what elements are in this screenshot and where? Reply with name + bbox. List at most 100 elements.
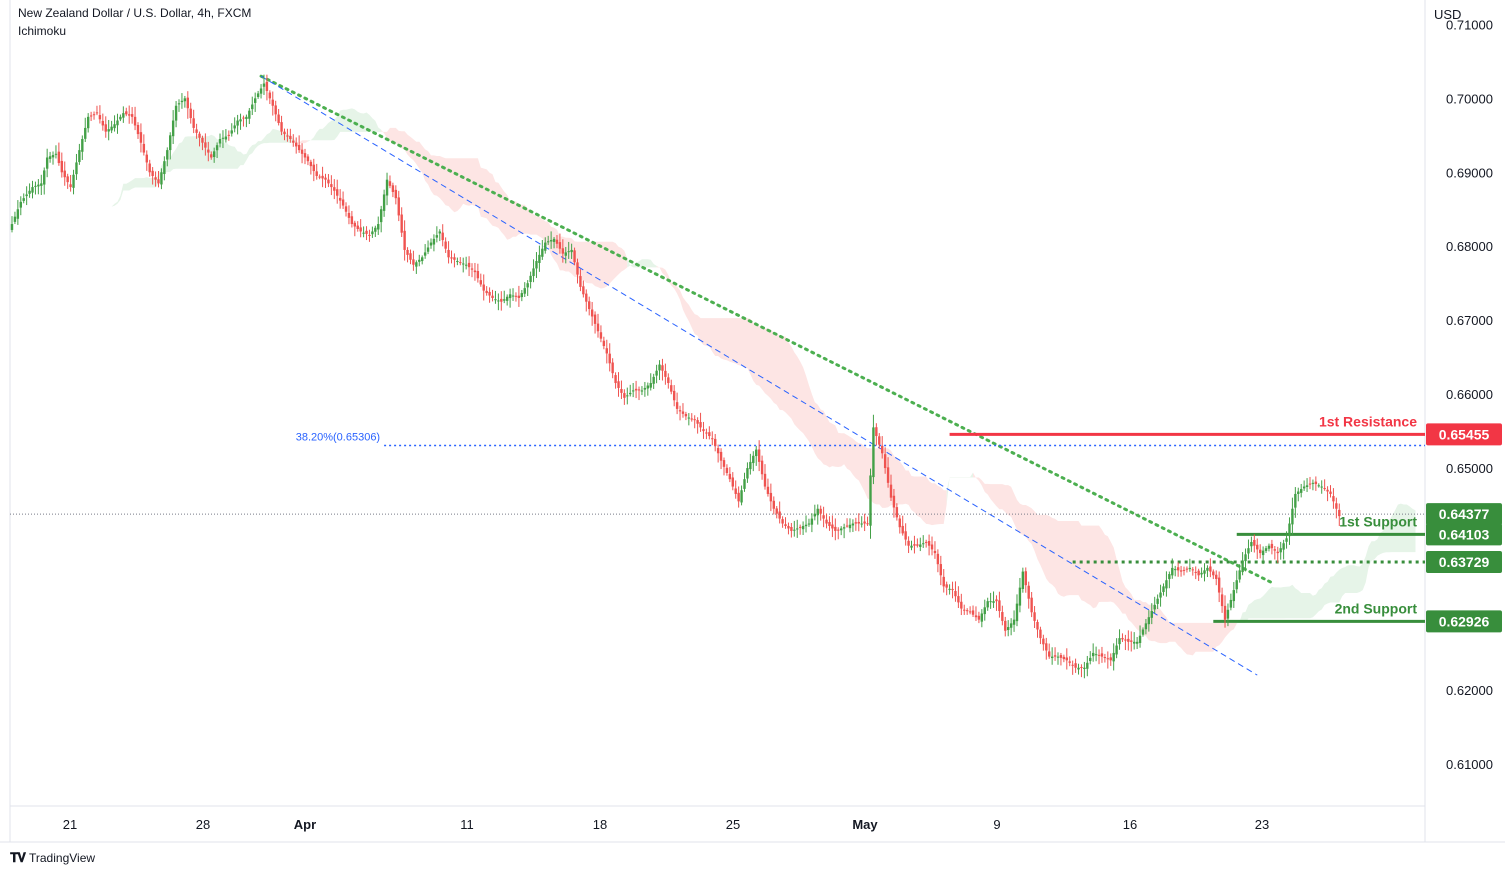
candle-body bbox=[813, 513, 817, 517]
candle-down bbox=[1080, 664, 1083, 678]
candle-body bbox=[532, 268, 535, 277]
candle-up bbox=[215, 142, 219, 159]
time-axis[interactable]: 21 28 Apr 11 18 25 May 9 16 23 bbox=[63, 817, 1269, 832]
candle-body bbox=[295, 142, 298, 147]
candle-body bbox=[174, 105, 178, 121]
time-tick-label: 28 bbox=[196, 817, 210, 832]
price-tick-label: 0.68000 bbox=[1446, 239, 1493, 254]
candle-body bbox=[1135, 641, 1139, 644]
candle-up bbox=[377, 216, 380, 235]
candle-up bbox=[796, 519, 799, 538]
candle-body bbox=[599, 332, 603, 339]
candle-body bbox=[667, 377, 670, 384]
candle-body bbox=[89, 115, 93, 117]
candle-down bbox=[514, 292, 518, 302]
candle-down bbox=[878, 433, 881, 449]
candle-body bbox=[10, 224, 14, 230]
candle-down bbox=[1130, 631, 1133, 652]
candle-down bbox=[69, 174, 72, 192]
indicator-label[interactable]: Ichimoku bbox=[18, 24, 67, 38]
candle-body bbox=[344, 206, 348, 212]
candle-body bbox=[48, 156, 52, 159]
candle-down bbox=[297, 135, 301, 153]
candle-body bbox=[629, 392, 632, 395]
candle-down bbox=[207, 141, 210, 162]
candle-body bbox=[239, 119, 242, 122]
candle-down bbox=[391, 182, 395, 198]
candle-down bbox=[907, 536, 910, 554]
candle-body bbox=[1215, 574, 1218, 579]
annotation-lines bbox=[10, 74, 1425, 676]
candle-body bbox=[444, 241, 447, 249]
candle-body bbox=[1294, 493, 1297, 508]
price-tag-box bbox=[1426, 503, 1502, 526]
candle-down bbox=[1027, 581, 1030, 609]
candle-up bbox=[418, 254, 421, 267]
candle-body bbox=[734, 488, 737, 494]
candle-body bbox=[470, 268, 474, 270]
candle-down bbox=[336, 179, 339, 204]
candle-body bbox=[1097, 654, 1101, 656]
candle-body bbox=[842, 527, 846, 529]
candle-up bbox=[180, 93, 184, 109]
candle-down bbox=[766, 478, 770, 497]
candle-body bbox=[1229, 599, 1233, 608]
candle-down bbox=[775, 506, 778, 519]
price-tag-label: 0.63729 bbox=[1439, 554, 1490, 570]
candle-down bbox=[599, 325, 603, 343]
candle-body bbox=[166, 150, 169, 160]
candle-down bbox=[722, 457, 726, 476]
candle-down bbox=[128, 105, 131, 124]
candle-down bbox=[558, 233, 562, 254]
candle-down bbox=[400, 207, 403, 237]
support-level-price-tag: 0.63729 bbox=[1426, 551, 1502, 574]
candle-up bbox=[1021, 567, 1025, 593]
candle-down bbox=[95, 105, 99, 116]
candle-down bbox=[634, 380, 638, 399]
candle-down bbox=[447, 241, 450, 264]
candle-body bbox=[394, 189, 398, 199]
candle-body bbox=[588, 301, 591, 310]
candle-up bbox=[1305, 478, 1309, 493]
candle-down bbox=[1065, 648, 1068, 670]
candle-up bbox=[503, 290, 506, 304]
candle-body bbox=[195, 129, 198, 133]
candle-body bbox=[69, 184, 72, 188]
candle-up bbox=[177, 99, 181, 112]
candle-down bbox=[1253, 534, 1256, 553]
candle-down bbox=[681, 403, 685, 418]
candle-body bbox=[1042, 638, 1045, 645]
candle-body bbox=[406, 249, 409, 255]
candle-body bbox=[576, 262, 579, 275]
candle-up bbox=[986, 597, 989, 611]
candle-body bbox=[1132, 641, 1136, 644]
candle-down bbox=[1001, 605, 1004, 626]
candle-body bbox=[986, 601, 989, 608]
candle-body bbox=[1194, 571, 1197, 573]
candle-up bbox=[259, 84, 263, 99]
candle-body bbox=[215, 145, 219, 151]
brand[interactable]: 𝐓𝐕 TradingView bbox=[10, 850, 95, 866]
candle-body bbox=[643, 387, 647, 390]
candle-body bbox=[637, 389, 641, 391]
candle-body bbox=[798, 526, 802, 528]
candle-down bbox=[1276, 546, 1279, 563]
candle-up bbox=[842, 523, 846, 539]
candle-body bbox=[1009, 623, 1013, 628]
candle-body bbox=[415, 262, 418, 267]
candle-down bbox=[1033, 606, 1036, 628]
candle-body bbox=[324, 177, 327, 180]
candle-body bbox=[617, 381, 620, 388]
candle-body bbox=[482, 284, 485, 291]
candle-body bbox=[297, 144, 301, 151]
candle-up bbox=[421, 255, 424, 265]
candle-body bbox=[1109, 657, 1112, 661]
candle-down bbox=[295, 137, 298, 154]
candle-body bbox=[160, 172, 163, 185]
candle-up bbox=[752, 451, 755, 472]
candle-up bbox=[793, 520, 796, 537]
candle-body bbox=[1062, 656, 1066, 660]
annotation-labels: 1st Resistance 1st Support 2nd Support 38.2… bbox=[296, 413, 1418, 616]
